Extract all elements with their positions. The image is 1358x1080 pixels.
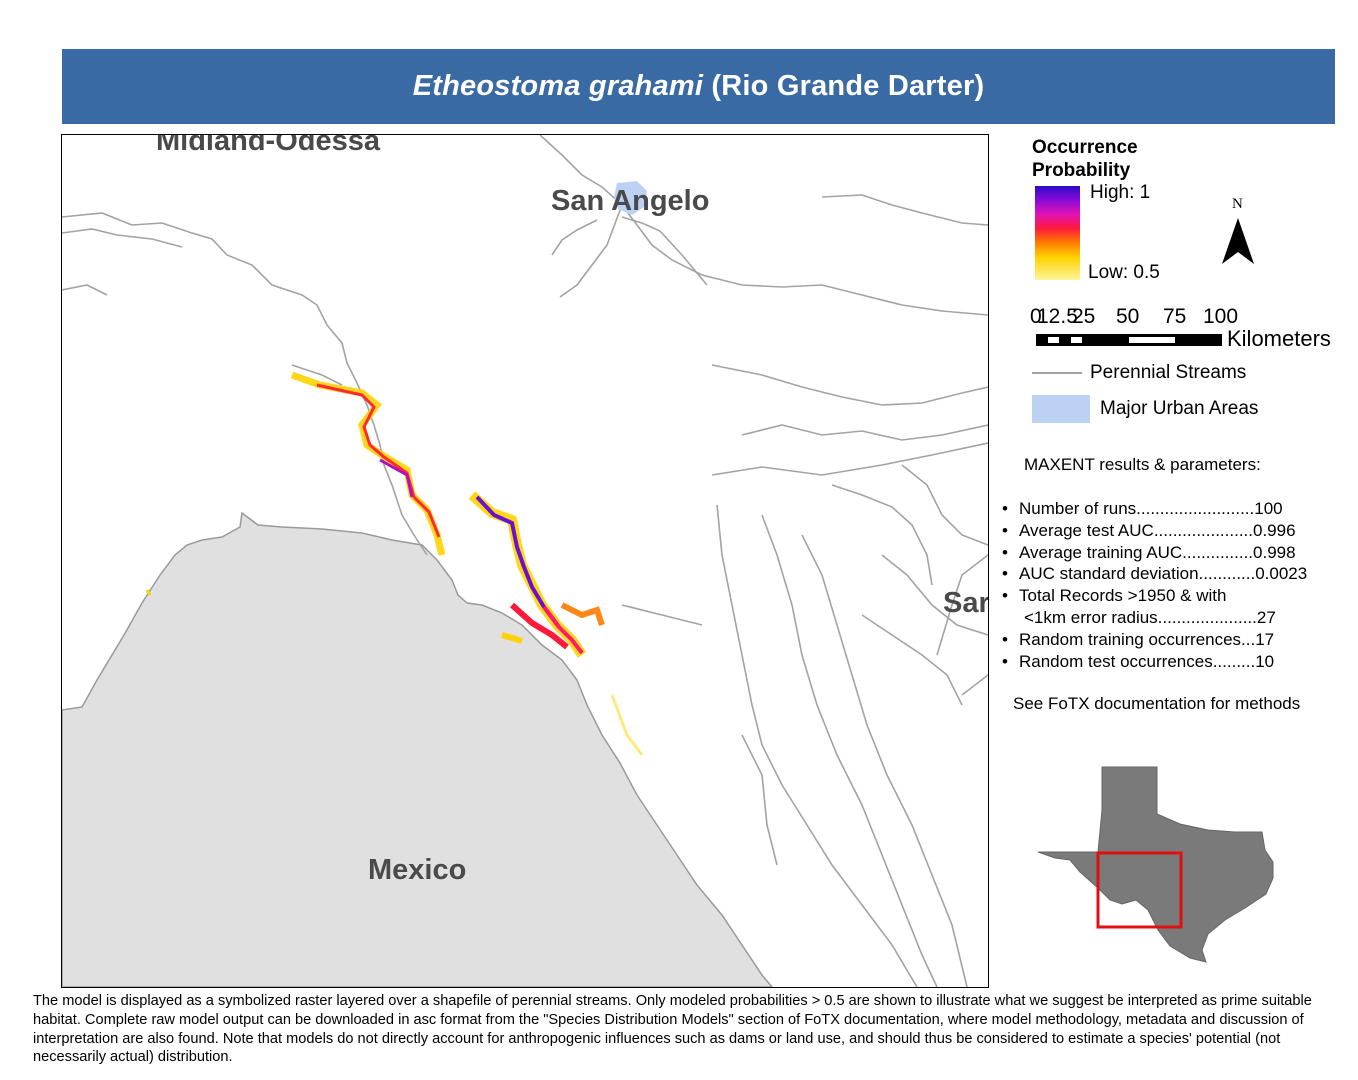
north-arrow-icon: N <box>1218 196 1258 270</box>
map-frame[interactable]: Midland-Odessa San Angelo Mexico Sar <box>61 134 989 988</box>
legend-title: Occurrence Probability <box>1032 137 1138 181</box>
perennial-streams <box>62 135 988 987</box>
result-text: Random test occurrences.........10 <box>1019 651 1275 671</box>
legend: Occurrence Probability High: 1 Low: 0.5 <box>1010 134 1350 594</box>
ramp-high-label: High: 1 <box>1090 182 1151 203</box>
texas-inset-map <box>1037 766 1274 963</box>
scale-tick-4: 75 <box>1163 305 1187 328</box>
result-item: • Number of runs.........................… <box>1002 499 1283 518</box>
footnote: The model is displayed as a symbolized r… <box>33 993 1312 1066</box>
common-name: (Rio Grande Darter) <box>711 70 985 102</box>
map-canvas <box>62 135 988 987</box>
result-item: • Total Records >1950 & with <box>1002 586 1227 606</box>
results-title: MAXENT results & parameters: <box>1024 455 1261 474</box>
result-text: Average training AUC...............0.998 <box>1019 542 1296 562</box>
scale-tick-2: 25 <box>1072 305 1096 328</box>
streams-legend-label: Perennial Streams <box>1090 362 1247 383</box>
texas-shape <box>1037 766 1274 963</box>
result-item: • Average test AUC.....................0.… <box>1002 520 1296 540</box>
result-text: Total Records >1950 & with <box>1019 586 1227 606</box>
urban-area-san-angelo <box>614 181 647 215</box>
label-san-antonio: Sar <box>943 587 989 619</box>
label-san-angelo: San Angelo <box>551 185 710 217</box>
scientific-name: Etheostoma grahami <box>412 70 704 102</box>
result-item-continuation: <1km error radius.....................27 <box>1002 607 1307 629</box>
scale-tick-1: 12.5 <box>1037 305 1078 328</box>
north-label: N <box>1232 196 1243 212</box>
result-text: AUC standard deviation............0.0023 <box>1019 564 1308 584</box>
result-text: <1km error radius.....................27 <box>1024 607 1276 627</box>
result-text: Random training occurrences...17 <box>1019 629 1275 649</box>
scale-tick-0: 0 <box>1030 305 1042 328</box>
scale-tick-5: 100 <box>1203 305 1239 328</box>
result-item: • AUC standard deviation............0.002… <box>1002 564 1308 584</box>
map-title: Etheostoma grahami (Rio Grande Darter) <box>413 70 985 103</box>
result-text: Number of runs.........................1… <box>1019 499 1283 518</box>
streams-legend-line <box>1032 372 1082 374</box>
urban-legend-label: Major Urban Areas <box>1100 398 1259 419</box>
result-item: • Random test occurrences.........10 <box>1002 651 1275 671</box>
result-item: • Average training AUC...............0.99… <box>1002 542 1296 562</box>
label-mexico: Mexico <box>368 854 467 886</box>
map-extent-box <box>1096 851 1183 929</box>
scale-tick-3: 50 <box>1116 305 1140 328</box>
label-midland-odessa: Midland-Odessa <box>156 134 380 157</box>
scale-tick-labels: 0 12.5 25 50 75 100 <box>1028 305 1248 329</box>
north-arrow-shape <box>1222 218 1254 264</box>
urban-legend-patch <box>1032 395 1090 423</box>
occurrence-probability-raster <box>145 371 644 756</box>
results-list: • Number of runs.........................… <box>1002 498 1307 672</box>
scale-unit: Kilometers <box>1227 326 1331 351</box>
result-item: • Random training occurrences...17 <box>1002 629 1275 649</box>
result-text: Average test AUC.....................0.9… <box>1019 520 1296 540</box>
scale-bar <box>1036 334 1222 346</box>
mexico-region <box>62 511 773 987</box>
title-bar: Etheostoma grahami (Rio Grande Darter) <box>62 49 1335 124</box>
methods-note: See FoTX documentation for methods <box>1013 694 1301 713</box>
probability-color-ramp <box>1035 186 1080 280</box>
ramp-low-label: Low: 0.5 <box>1088 262 1160 283</box>
